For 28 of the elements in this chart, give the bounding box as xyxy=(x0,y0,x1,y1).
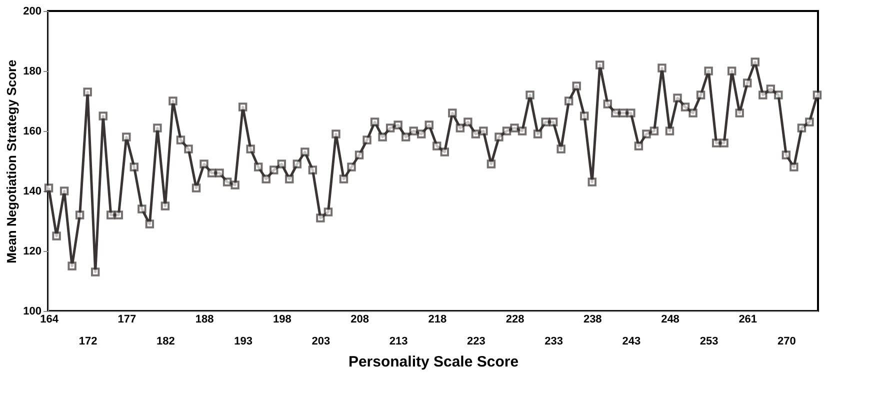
x-tick-label: 198 xyxy=(272,314,292,326)
y-tick-label: 120 xyxy=(23,246,42,258)
y-tick-label: 100 xyxy=(23,306,42,318)
x-tick-label: 164 xyxy=(40,314,60,326)
y-axis-title: Mean Negotiation Strategy Score xyxy=(4,60,20,264)
x-tick-label: 261 xyxy=(738,314,758,326)
x-tick-label: 243 xyxy=(622,336,641,348)
x-tick-label: 228 xyxy=(506,314,524,326)
x-tick-label: 270 xyxy=(777,336,796,348)
x-tick-label: 223 xyxy=(467,336,486,348)
x-tick-label: 253 xyxy=(700,336,718,348)
x-tick-label: 182 xyxy=(156,336,175,348)
x-tick-label: 213 xyxy=(389,336,408,348)
x-tick-label: 208 xyxy=(350,314,369,326)
x-tick-label: 177 xyxy=(118,314,136,326)
x-tick-label: 188 xyxy=(195,314,214,326)
y-tick-label: 160 xyxy=(23,126,42,138)
y-tick-label: 180 xyxy=(23,66,42,78)
x-tick-label: 172 xyxy=(78,336,98,348)
y-tick-label: 140 xyxy=(23,186,42,198)
x-tick-label: 218 xyxy=(428,314,447,326)
x-tick-label: 203 xyxy=(312,336,330,348)
x-tick-label: 233 xyxy=(544,336,563,348)
x-tick-label: 193 xyxy=(234,336,253,348)
x-axis-title: Personality Scale Score xyxy=(348,354,519,370)
x-tick-label: 248 xyxy=(661,314,680,326)
y-tick-label: 200 xyxy=(23,6,42,18)
x-tick-label: 238 xyxy=(583,314,602,326)
